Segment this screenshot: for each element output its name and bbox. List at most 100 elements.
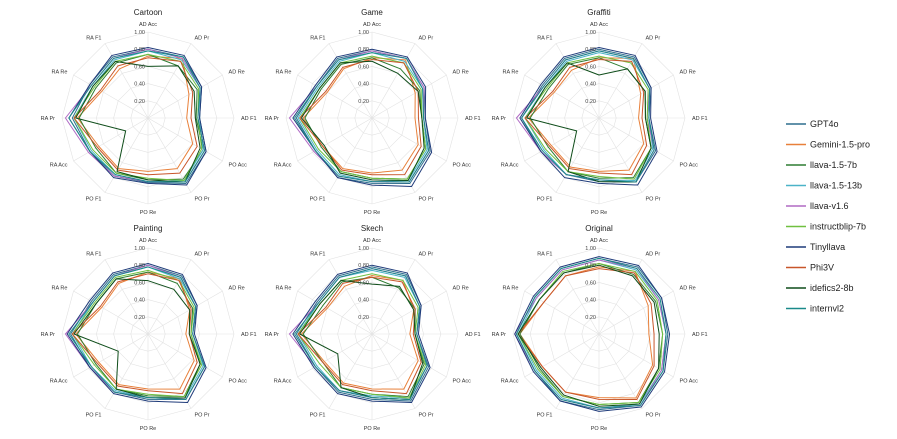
- axis-label-ra-acc: RA Acc: [501, 163, 519, 169]
- spoke-ad-re: [147, 290, 223, 335]
- chart-title-painting: Painting: [134, 224, 163, 233]
- legend-item-llava-1-5-7b: llava-1.5-7b: [786, 160, 857, 170]
- legend-label: llava-1.5-7b: [810, 160, 857, 170]
- series-internvl2-skech: [294, 268, 428, 401]
- tick-label: 0.60: [358, 64, 369, 70]
- tick-label: 0.20: [585, 99, 596, 105]
- chart-title-original: Original: [585, 224, 613, 233]
- series-llava-1-5-13b-painting: [71, 266, 204, 399]
- axis-label-ad-acc: AD Acc: [139, 238, 157, 244]
- series-instructblip-7b-cartoon: [73, 53, 203, 182]
- axis-label-ad-re: AD Re: [453, 70, 469, 76]
- tick-label: 0.20: [585, 315, 596, 321]
- axis-label-po-f1: PO F1: [537, 197, 553, 203]
- tick-label: 0.60: [134, 280, 145, 286]
- spoke-ra-re: [73, 74, 149, 119]
- tick-label: 1.00: [358, 246, 369, 252]
- axis-label-ad-acc: AD Acc: [363, 238, 381, 244]
- radar-chart-game: 0.20 0.40 0.60 0.80 1.00 AD Acc AD Pr AD Re AD F…: [265, 8, 481, 216]
- legend-item-llava-v1-6: llava-v1.6: [786, 201, 849, 211]
- axis-label-ra-f1: RA F1: [86, 251, 101, 257]
- axis-label-ad-re: AD Re: [229, 286, 245, 292]
- spoke-ad-re: [371, 290, 447, 335]
- axis-label-ra-re: RA Re: [503, 70, 519, 76]
- series-llava-1-5-7b-painting: [76, 271, 201, 398]
- axis-label-ra-f1: RA F1: [310, 251, 325, 257]
- series-idefics2-8b-cartoon: [75, 60, 201, 183]
- legend-item-llava-1-5-13b: llava-1.5-13b: [786, 181, 862, 191]
- spoke-po-f1: [328, 333, 373, 409]
- tick-label: 0.60: [358, 280, 369, 286]
- axis-label-ad-f1: AD F1: [692, 332, 708, 338]
- axis-label-ad-f1: AD F1: [692, 116, 708, 122]
- legend-item-idefics2-8b: idefics2-8b: [786, 283, 854, 293]
- tick-label: 0.80: [585, 263, 596, 269]
- axis-label-po-re: PO Re: [140, 210, 157, 216]
- series-phi3v-original: [517, 268, 655, 401]
- axis-label-po-pr: PO Pr: [419, 197, 434, 203]
- axis-label-ad-re: AD Re: [680, 286, 696, 292]
- legend-item-tinyllava: Tinyllava: [786, 242, 845, 252]
- legend-label: Gemini-1.5-pro: [810, 140, 870, 150]
- series-internvl2-cartoon: [68, 50, 206, 183]
- spoke-ra-re: [524, 74, 600, 119]
- series-instructblip-7b-skech: [297, 273, 427, 399]
- axis-label-ad-f1: AD F1: [465, 116, 481, 122]
- series-tinyllava-painting: [66, 262, 207, 404]
- series-phi3v-skech: [297, 276, 422, 395]
- spoke-ra-re: [297, 74, 373, 119]
- axis-label-ra-acc: RA Acc: [274, 379, 292, 385]
- legend-item-gemini-1-5-pro: Gemini-1.5-pro: [786, 140, 870, 150]
- radar-chart-painting: 0.20 0.40 0.60 0.80 1.00 AD Acc AD Pr AD Re AD F…: [41, 224, 257, 432]
- axis-label-ad-pr: AD Pr: [195, 251, 210, 257]
- spoke-ra-re: [297, 290, 373, 335]
- axis-label-po-pr: PO Pr: [195, 197, 210, 203]
- axis-label-ad-pr: AD Pr: [419, 251, 434, 257]
- series-instructblip-7b-painting: [71, 269, 203, 398]
- spoke-ad-pr: [371, 43, 416, 119]
- series-tinyllava-original: [514, 256, 671, 412]
- tick-label: 1.00: [358, 30, 369, 36]
- axis-label-po-f1: PO F1: [86, 413, 102, 419]
- series-internvl2-painting: [68, 266, 206, 401]
- spoke-ra-f1: [104, 259, 149, 335]
- legend-label: Tinyllava: [810, 242, 845, 252]
- series-llava-1-5-13b-game: [297, 52, 428, 183]
- axis-label-ad-acc: AD Acc: [363, 22, 381, 28]
- axis-label-po-acc: PO Acc: [680, 163, 699, 169]
- spoke-ra-f1: [328, 259, 373, 335]
- spoke-ra-re: [73, 290, 149, 335]
- axis-label-ra-re: RA Re: [503, 286, 519, 292]
- tick-label: 0.20: [134, 315, 145, 321]
- series-phi3v-cartoon: [73, 57, 198, 176]
- chart-title-cartoon: Cartoon: [134, 8, 162, 17]
- axis-label-ra-f1: RA F1: [537, 251, 552, 257]
- axis-label-ad-f1: AD F1: [465, 332, 481, 338]
- tick-label: 0.20: [358, 99, 369, 105]
- spoke-ra-f1: [328, 43, 373, 119]
- legend-label: llava-v1.6: [810, 201, 849, 211]
- axis-label-ad-pr: AD Pr: [646, 251, 661, 257]
- spoke-ad-re: [371, 74, 447, 119]
- axis-label-po-acc: PO Acc: [453, 379, 472, 385]
- axis-label-ra-re: RA Re: [52, 286, 68, 292]
- radar-chart-graffiti: 0.20 0.40 0.60 0.80 1.00 AD Acc AD Pr AD Re AD F…: [492, 8, 708, 216]
- axis-label-ra-acc: RA Acc: [50, 163, 68, 169]
- series-gemini-1-5-pro-game: [302, 57, 419, 174]
- tick-label: 0.80: [358, 47, 369, 53]
- spoke-po-acc: [598, 117, 674, 162]
- axis-label-po-re: PO Re: [364, 426, 381, 432]
- axis-label-ra-pr: RA Pr: [492, 332, 507, 338]
- tick-label: 0.60: [585, 280, 596, 286]
- tick-label: 0.40: [358, 82, 369, 88]
- spoke-ra-f1: [555, 259, 600, 335]
- spoke-po-f1: [328, 117, 373, 193]
- series-phi3v-graffiti: [524, 59, 648, 176]
- legend: GPT4o Gemini-1.5-pro llava-1.5-7b llava-1.5…: [786, 119, 870, 314]
- series-idefics2-8b-graffiti: [526, 62, 652, 183]
- axis-label-ra-f1: RA F1: [86, 35, 101, 41]
- tick-label: 1.00: [134, 30, 145, 36]
- series-gpt4o-game: [295, 50, 431, 185]
- tick-label: 0.40: [585, 82, 596, 88]
- axis-label-po-re: PO Re: [591, 426, 608, 432]
